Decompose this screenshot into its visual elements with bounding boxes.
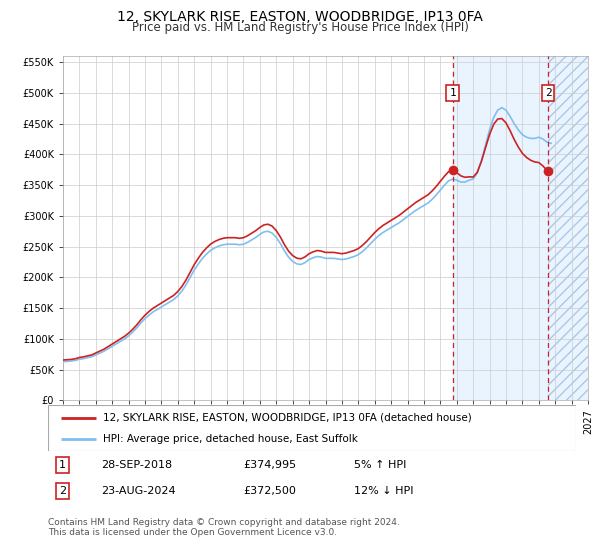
Bar <box>548 56 596 400</box>
Text: 5% ↑ HPI: 5% ↑ HPI <box>354 460 407 470</box>
Text: £372,500: £372,500 <box>244 486 296 496</box>
Bar <box>548 56 596 400</box>
Text: £374,995: £374,995 <box>244 460 296 470</box>
Text: 12, SKYLARK RISE, EASTON, WOODBRIDGE, IP13 0FA: 12, SKYLARK RISE, EASTON, WOODBRIDGE, IP… <box>117 10 483 24</box>
Text: 23-AUG-2024: 23-AUG-2024 <box>101 486 175 496</box>
Text: Price paid vs. HM Land Registry's House Price Index (HPI): Price paid vs. HM Land Registry's House … <box>131 21 469 34</box>
Text: 28-SEP-2018: 28-SEP-2018 <box>101 460 172 470</box>
Text: Contains HM Land Registry data © Crown copyright and database right 2024.
This d: Contains HM Land Registry data © Crown c… <box>48 518 400 538</box>
Text: 2: 2 <box>59 486 67 496</box>
Text: HPI: Average price, detached house, East Suffolk: HPI: Average price, detached house, East… <box>103 435 358 444</box>
Text: 12, SKYLARK RISE, EASTON, WOODBRIDGE, IP13 0FA (detached house): 12, SKYLARK RISE, EASTON, WOODBRIDGE, IP… <box>103 413 472 423</box>
Bar <box>452 56 548 400</box>
Text: 12% ↓ HPI: 12% ↓ HPI <box>354 486 414 496</box>
Text: 1: 1 <box>449 88 456 98</box>
Text: 2: 2 <box>545 88 552 98</box>
Text: 1: 1 <box>59 460 66 470</box>
